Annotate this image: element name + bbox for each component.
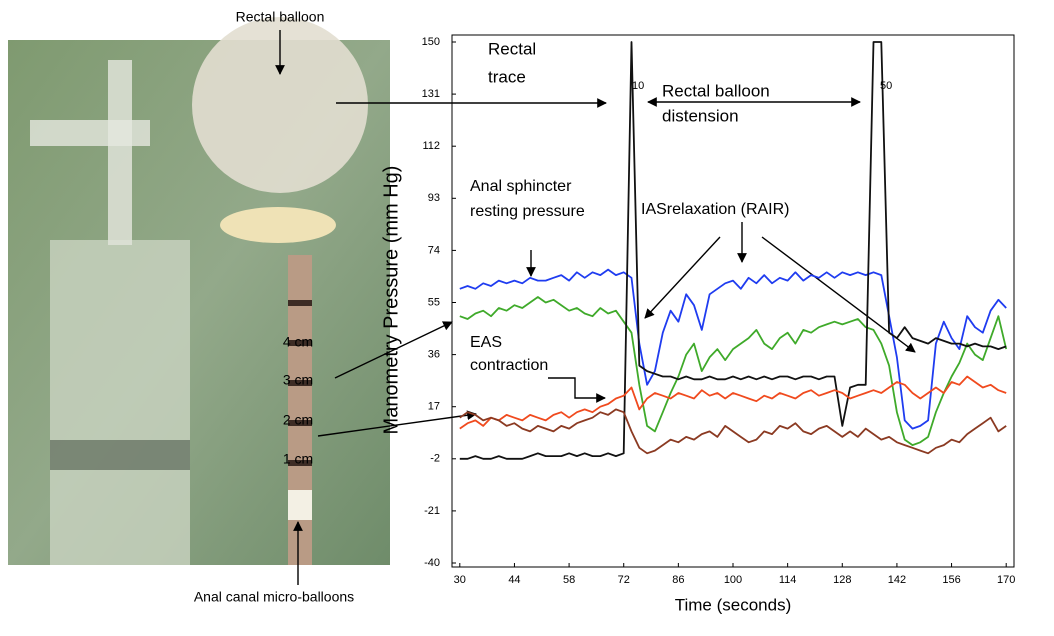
balloon-base (220, 207, 336, 243)
x-tick-label: 114 (779, 574, 797, 586)
trace-line (459, 296, 1008, 446)
y-tick-label: -21 (424, 505, 440, 517)
x-tick-label: 156 (942, 574, 960, 586)
cm-marker: 4 cm (283, 334, 313, 350)
x-tick-label: 30 (454, 574, 466, 586)
annotation: trace (488, 67, 526, 86)
x-tick-label: 128 (833, 574, 851, 586)
cm-marker: 2 cm (283, 412, 313, 428)
x-tick-label: 170 (997, 574, 1015, 586)
photo (8, 17, 390, 565)
y-tick-label: 55 (428, 296, 440, 308)
x-tick-label: 44 (508, 574, 520, 586)
annotation: Rectal (488, 39, 536, 58)
y-tick-label: 112 (422, 140, 440, 152)
x-tick-label: 100 (724, 574, 742, 586)
x-axis-label: Time (seconds) (675, 595, 792, 614)
y-tick-label: 74 (428, 244, 440, 256)
photo-caption: Anal canal micro-balloons (194, 589, 354, 605)
syringe-plunger (50, 440, 190, 470)
x-tick-label: 86 (672, 574, 684, 586)
y-tick-label: -40 (424, 557, 440, 569)
catheter-bands (288, 300, 312, 466)
annotation: Anal sphincter (470, 178, 572, 195)
annotation: resting pressure (470, 203, 585, 220)
annotation: 50 (880, 80, 892, 92)
photo-title: Rectal balloon (236, 9, 325, 25)
x-tick-label: 58 (563, 574, 575, 586)
y-tick-label: 131 (422, 88, 440, 100)
y-tick-label: 150 (422, 36, 440, 48)
syringe (50, 240, 190, 565)
trace-line (459, 375, 1007, 430)
y-tick-label: -2 (430, 453, 440, 465)
y-tick-label: 36 (428, 349, 440, 361)
trace-line (459, 408, 1007, 455)
y-tick-label: 93 (428, 192, 440, 204)
annotation: contraction (470, 357, 548, 374)
annotation: 10 (632, 80, 644, 92)
trace-line (459, 268, 1007, 430)
cm-marker: 3 cm (283, 372, 313, 388)
stopcock-arm (30, 120, 150, 146)
arrows (275, 30, 916, 585)
y-tick-label: 17 (428, 401, 440, 413)
stopcock (108, 60, 132, 245)
x-tick-label: 72 (618, 574, 630, 586)
annotation: EAS (470, 334, 502, 351)
annotation: Rectal balloon (662, 81, 770, 100)
x-tick-label: 142 (888, 574, 906, 586)
catheter-tip (288, 490, 312, 520)
chart: Rectal balloon Anal canal micro-balloons 4… (194, 9, 1016, 615)
cm-marker: 1 cm (283, 451, 313, 467)
y-axis-label: Manometry Pressure (mm Hg) (380, 166, 402, 435)
trace-line (459, 41, 1007, 460)
balloon (192, 17, 368, 193)
annotation: distension (662, 106, 739, 125)
annotation: IASrelaxation (RAIR) (641, 201, 790, 218)
